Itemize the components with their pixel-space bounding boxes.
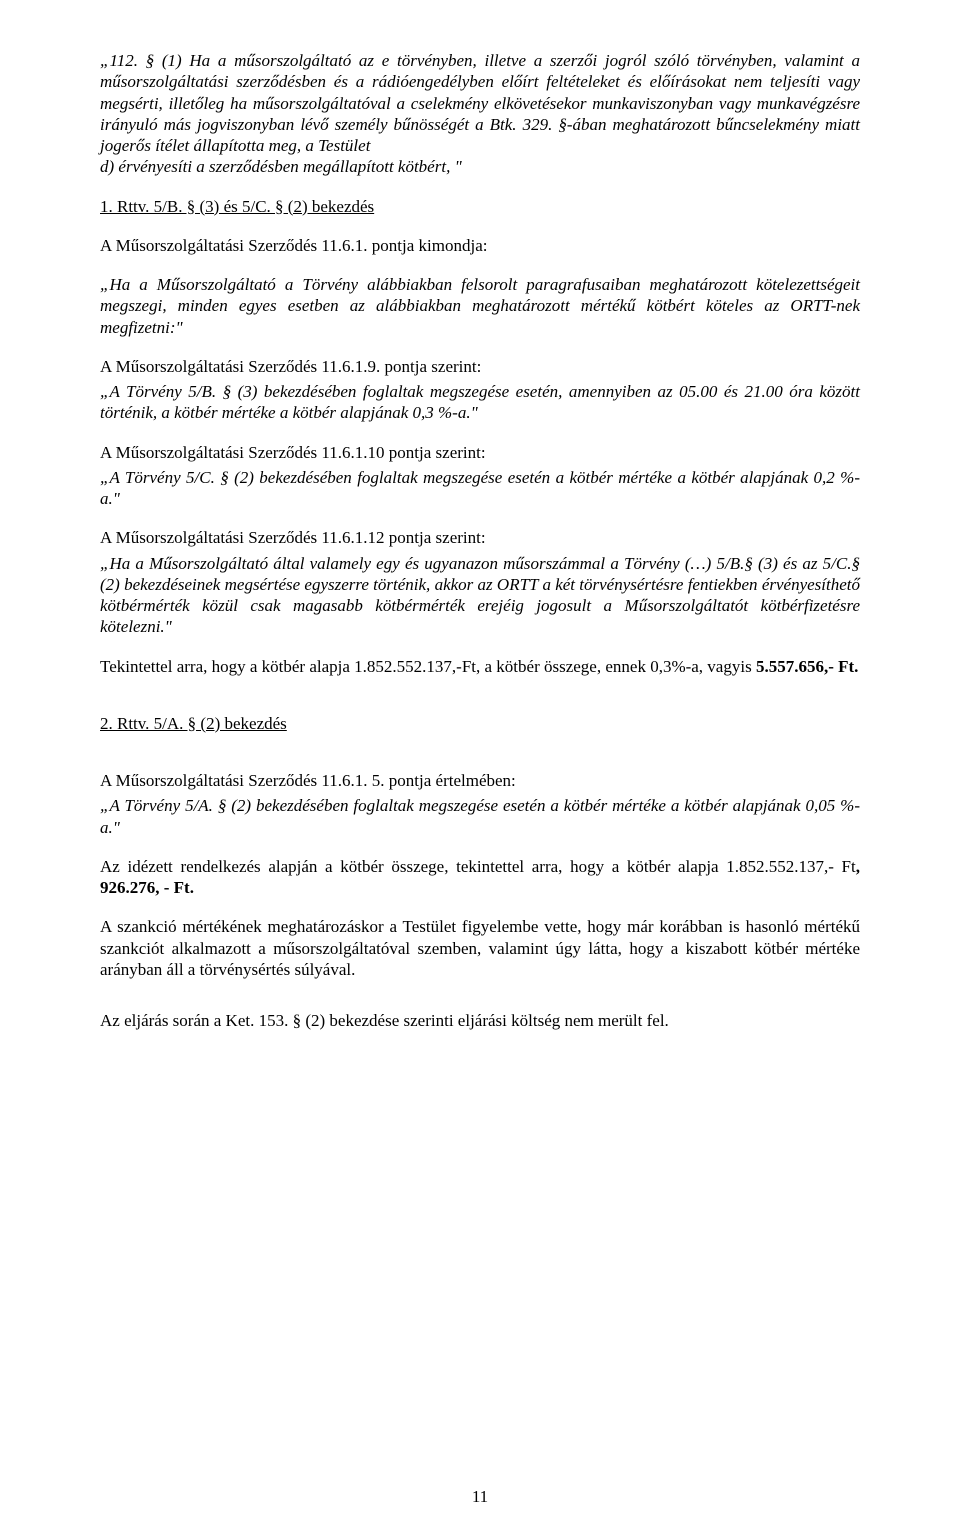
- label-11-6-1-9: A Műsorszolgáltatási Szerződés 11.6.1.9.…: [100, 356, 860, 377]
- paragraph-block-11-6-1-12: A Műsorszolgáltatási Szerződés 11.6.1.12…: [100, 527, 860, 637]
- law-quote-112: „112. § (1) Ha a műsorszolgáltató az e t…: [100, 50, 860, 156]
- paragraph-block-11-6-1-10: A Műsorszolgáltatási Szerződés 11.6.1.10…: [100, 442, 860, 510]
- intro-11-6-1: A Műsorszolgáltatási Szerződés 11.6.1. p…: [100, 235, 860, 256]
- label-11-6-1-12: A Műsorszolgáltatási Szerződés 11.6.1.12…: [100, 527, 860, 548]
- paragraph-block-11-6-1-9: A Műsorszolgáltatási Szerződés 11.6.1.9.…: [100, 356, 860, 424]
- paragraph-block-1: „112. § (1) Ha a műsorszolgáltató az e t…: [100, 50, 860, 178]
- heading-rttv-5a: 2. Rttv. 5/A. § (2) bekezdés: [100, 713, 860, 734]
- quote-11-6-1: „Ha a Műsorszolgáltató a Törvény alábbia…: [100, 274, 860, 338]
- penalty2-text-prefix: Az idézett rendelkezés alapján a kötbér …: [100, 857, 856, 876]
- heading-rttv-5b-5c: 1. Rttv. 5/B. § (3) és 5/C. § (2) bekezd…: [100, 196, 860, 217]
- quote-11-6-1-10: „A Törvény 5/C. § (2) bekezdésében fogla…: [100, 467, 860, 510]
- quote-11-6-1-9: „A Törvény 5/B. § (3) bekezdésében fogla…: [100, 381, 860, 424]
- penalty-amount-005: Az idézett rendelkezés alapján a kötbér …: [100, 856, 860, 899]
- paragraph-block-11-6-1-5: A Műsorszolgáltatási Szerződés 11.6.1. 5…: [100, 770, 860, 838]
- page-number: 11: [0, 1487, 960, 1507]
- label-11-6-1-10: A Műsorszolgáltatási Szerződés 11.6.1.10…: [100, 442, 860, 463]
- quote-11-6-1-5: „A Törvény 5/A. § (2) bekezdésében fogla…: [100, 795, 860, 838]
- penalty-amount-03: Tekintettel arra, hogy a kötbér alapja 1…: [100, 656, 860, 677]
- document-page: „112. § (1) Ha a műsorszolgáltató az e t…: [0, 0, 960, 1537]
- procedure-cost-note: Az eljárás során a Ket. 153. § (2) bekez…: [100, 1010, 860, 1031]
- sanction-reasoning: A szankció mértékének meghatározáskor a …: [100, 916, 860, 980]
- label-11-6-1-5: A Műsorszolgáltatási Szerződés 11.6.1. 5…: [100, 770, 860, 791]
- quote-11-6-1-12: „Ha a Műsorszolgáltató által valamely eg…: [100, 553, 860, 638]
- penalty-amount-bold: 5.557.656,- Ft.: [756, 657, 858, 676]
- penalty-text-prefix: Tekintettel arra, hogy a kötbér alapja 1…: [100, 657, 756, 676]
- law-quote-112-d: d) érvényesíti a szerződésben megállapít…: [100, 156, 860, 177]
